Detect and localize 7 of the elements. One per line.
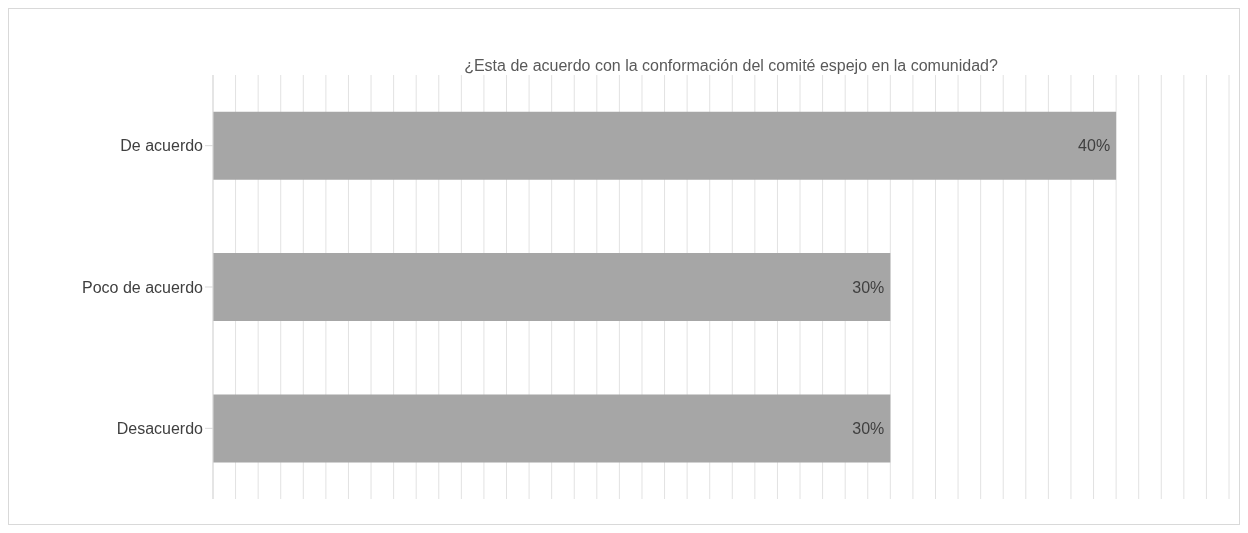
y-tick-label: De acuerdo [120, 137, 204, 155]
data-label: 40% [1078, 137, 1111, 155]
y-tick-label: Poco de acuerdo [82, 278, 204, 296]
chart-title: ¿Esta de acuerdo con la conformación del comité espejo en la comunidad? [463, 57, 999, 75]
data-label: 30% [852, 420, 885, 438]
data-label: 30% [852, 278, 885, 296]
y-tick-label: Desacuerdo [116, 420, 204, 438]
